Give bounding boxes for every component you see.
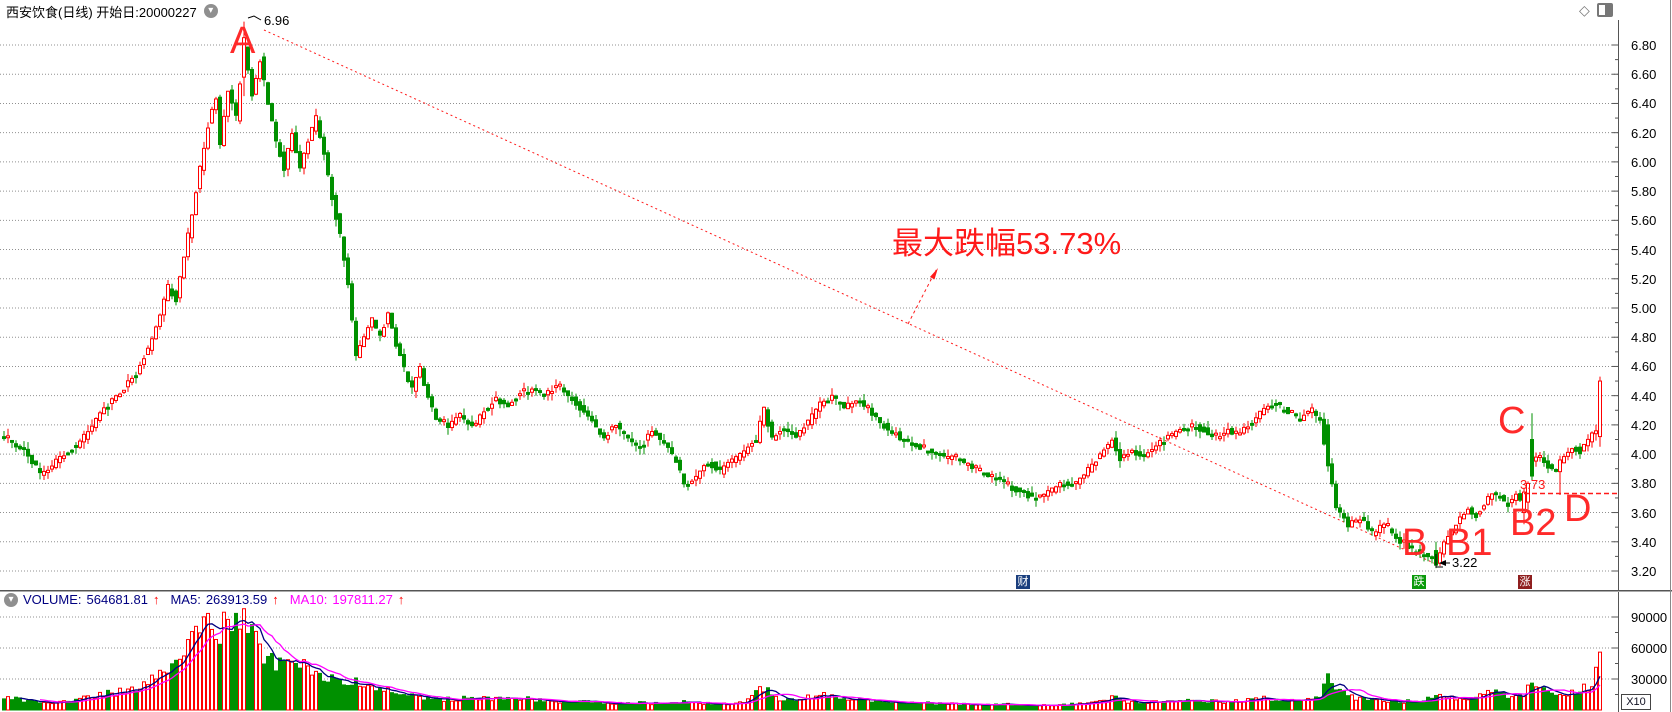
event-badge[interactable]: 涨 <box>1518 575 1532 589</box>
price-axis-label: 6.20 <box>1631 125 1657 141</box>
price-axis-label: 4.80 <box>1631 330 1657 346</box>
price-axis-label: 5.40 <box>1631 242 1657 258</box>
price-axis-label: 6.40 <box>1631 96 1657 112</box>
annotation-c: C <box>1498 400 1526 442</box>
price-axis-label: 6.60 <box>1631 67 1657 83</box>
ma5-up-arrow-icon: ↑ <box>272 592 279 607</box>
ma5-value: 263913.59 <box>205 592 268 607</box>
volume-header: ▾ VOLUME: 564681.81 ↑ MA5: 263913.59 ↑ M… <box>4 592 410 607</box>
ma10-value: 197811.27 <box>332 592 393 607</box>
annotation-b: B <box>1402 522 1428 564</box>
event-badge[interactable]: 跌 <box>1412 575 1426 589</box>
ma5-label: MA5: <box>170 592 201 607</box>
low-price-label: 3.22 <box>1452 555 1478 570</box>
price-axis-label: 3.80 <box>1631 476 1657 492</box>
ma10-up-arrow-icon: ↑ <box>397 592 405 607</box>
volume-chevron-down-icon[interactable]: ▾ <box>4 592 18 607</box>
annotation-a: A <box>230 20 256 62</box>
price-axis-label: 5.00 <box>1631 301 1657 316</box>
titlebar: 西安饮食(日线) 开始日:20000227 ▾ <box>6 2 218 20</box>
ma10-label: MA10: <box>289 592 328 607</box>
volume-axis-label: 90000 <box>1631 610 1668 625</box>
annotation-b2: B2 <box>1510 502 1557 544</box>
chevron-down-icon[interactable]: ▾ <box>203 4 218 18</box>
price-axis-label: 4.00 <box>1631 447 1657 463</box>
support-price-label: 3.73 <box>1520 477 1546 492</box>
price-axis-label: 5.20 <box>1631 271 1657 287</box>
max-drawdown-label: 最大跌幅53.73% <box>892 226 1122 261</box>
price-axis-label: 4.60 <box>1631 359 1657 375</box>
volume-axis-label: 30000 <box>1631 672 1668 687</box>
titlebar-tools: ◇ <box>1579 3 1613 17</box>
price-axis-label: 4.20 <box>1631 417 1657 433</box>
event-badge[interactable]: 财 <box>1016 575 1030 589</box>
annotation-d: D <box>1564 488 1592 530</box>
chart-title: 西安饮食(日线) 开始日:20000227 <box>6 4 197 20</box>
volume-unit-label: X10 <box>1621 694 1651 710</box>
volume-label: VOLUME: <box>23 592 82 607</box>
price-axis-label: 3.20 <box>1631 564 1657 579</box>
price-axis-label: 3.60 <box>1631 505 1657 521</box>
price-axis-label: 6.00 <box>1631 154 1657 170</box>
price-axis-label: 5.60 <box>1631 213 1657 229</box>
volume-axis-label: 60000 <box>1631 641 1668 656</box>
volume-value: 564681.81 <box>86 592 148 607</box>
price-axis-label: 6.80 <box>1631 38 1657 53</box>
price-axis-label: 3.40 <box>1631 534 1657 550</box>
peak-price-label: 6.96 <box>264 13 290 28</box>
price-axis-label: 5.80 <box>1631 184 1657 200</box>
diamond-icon[interactable]: ◇ <box>1579 2 1590 18</box>
annotation-b1: B1 <box>1446 522 1493 564</box>
price-axis-label: 4.40 <box>1631 388 1657 404</box>
split-view-icon[interactable] <box>1596 3 1613 17</box>
volume-up-arrow-icon: ↑ <box>152 592 160 607</box>
